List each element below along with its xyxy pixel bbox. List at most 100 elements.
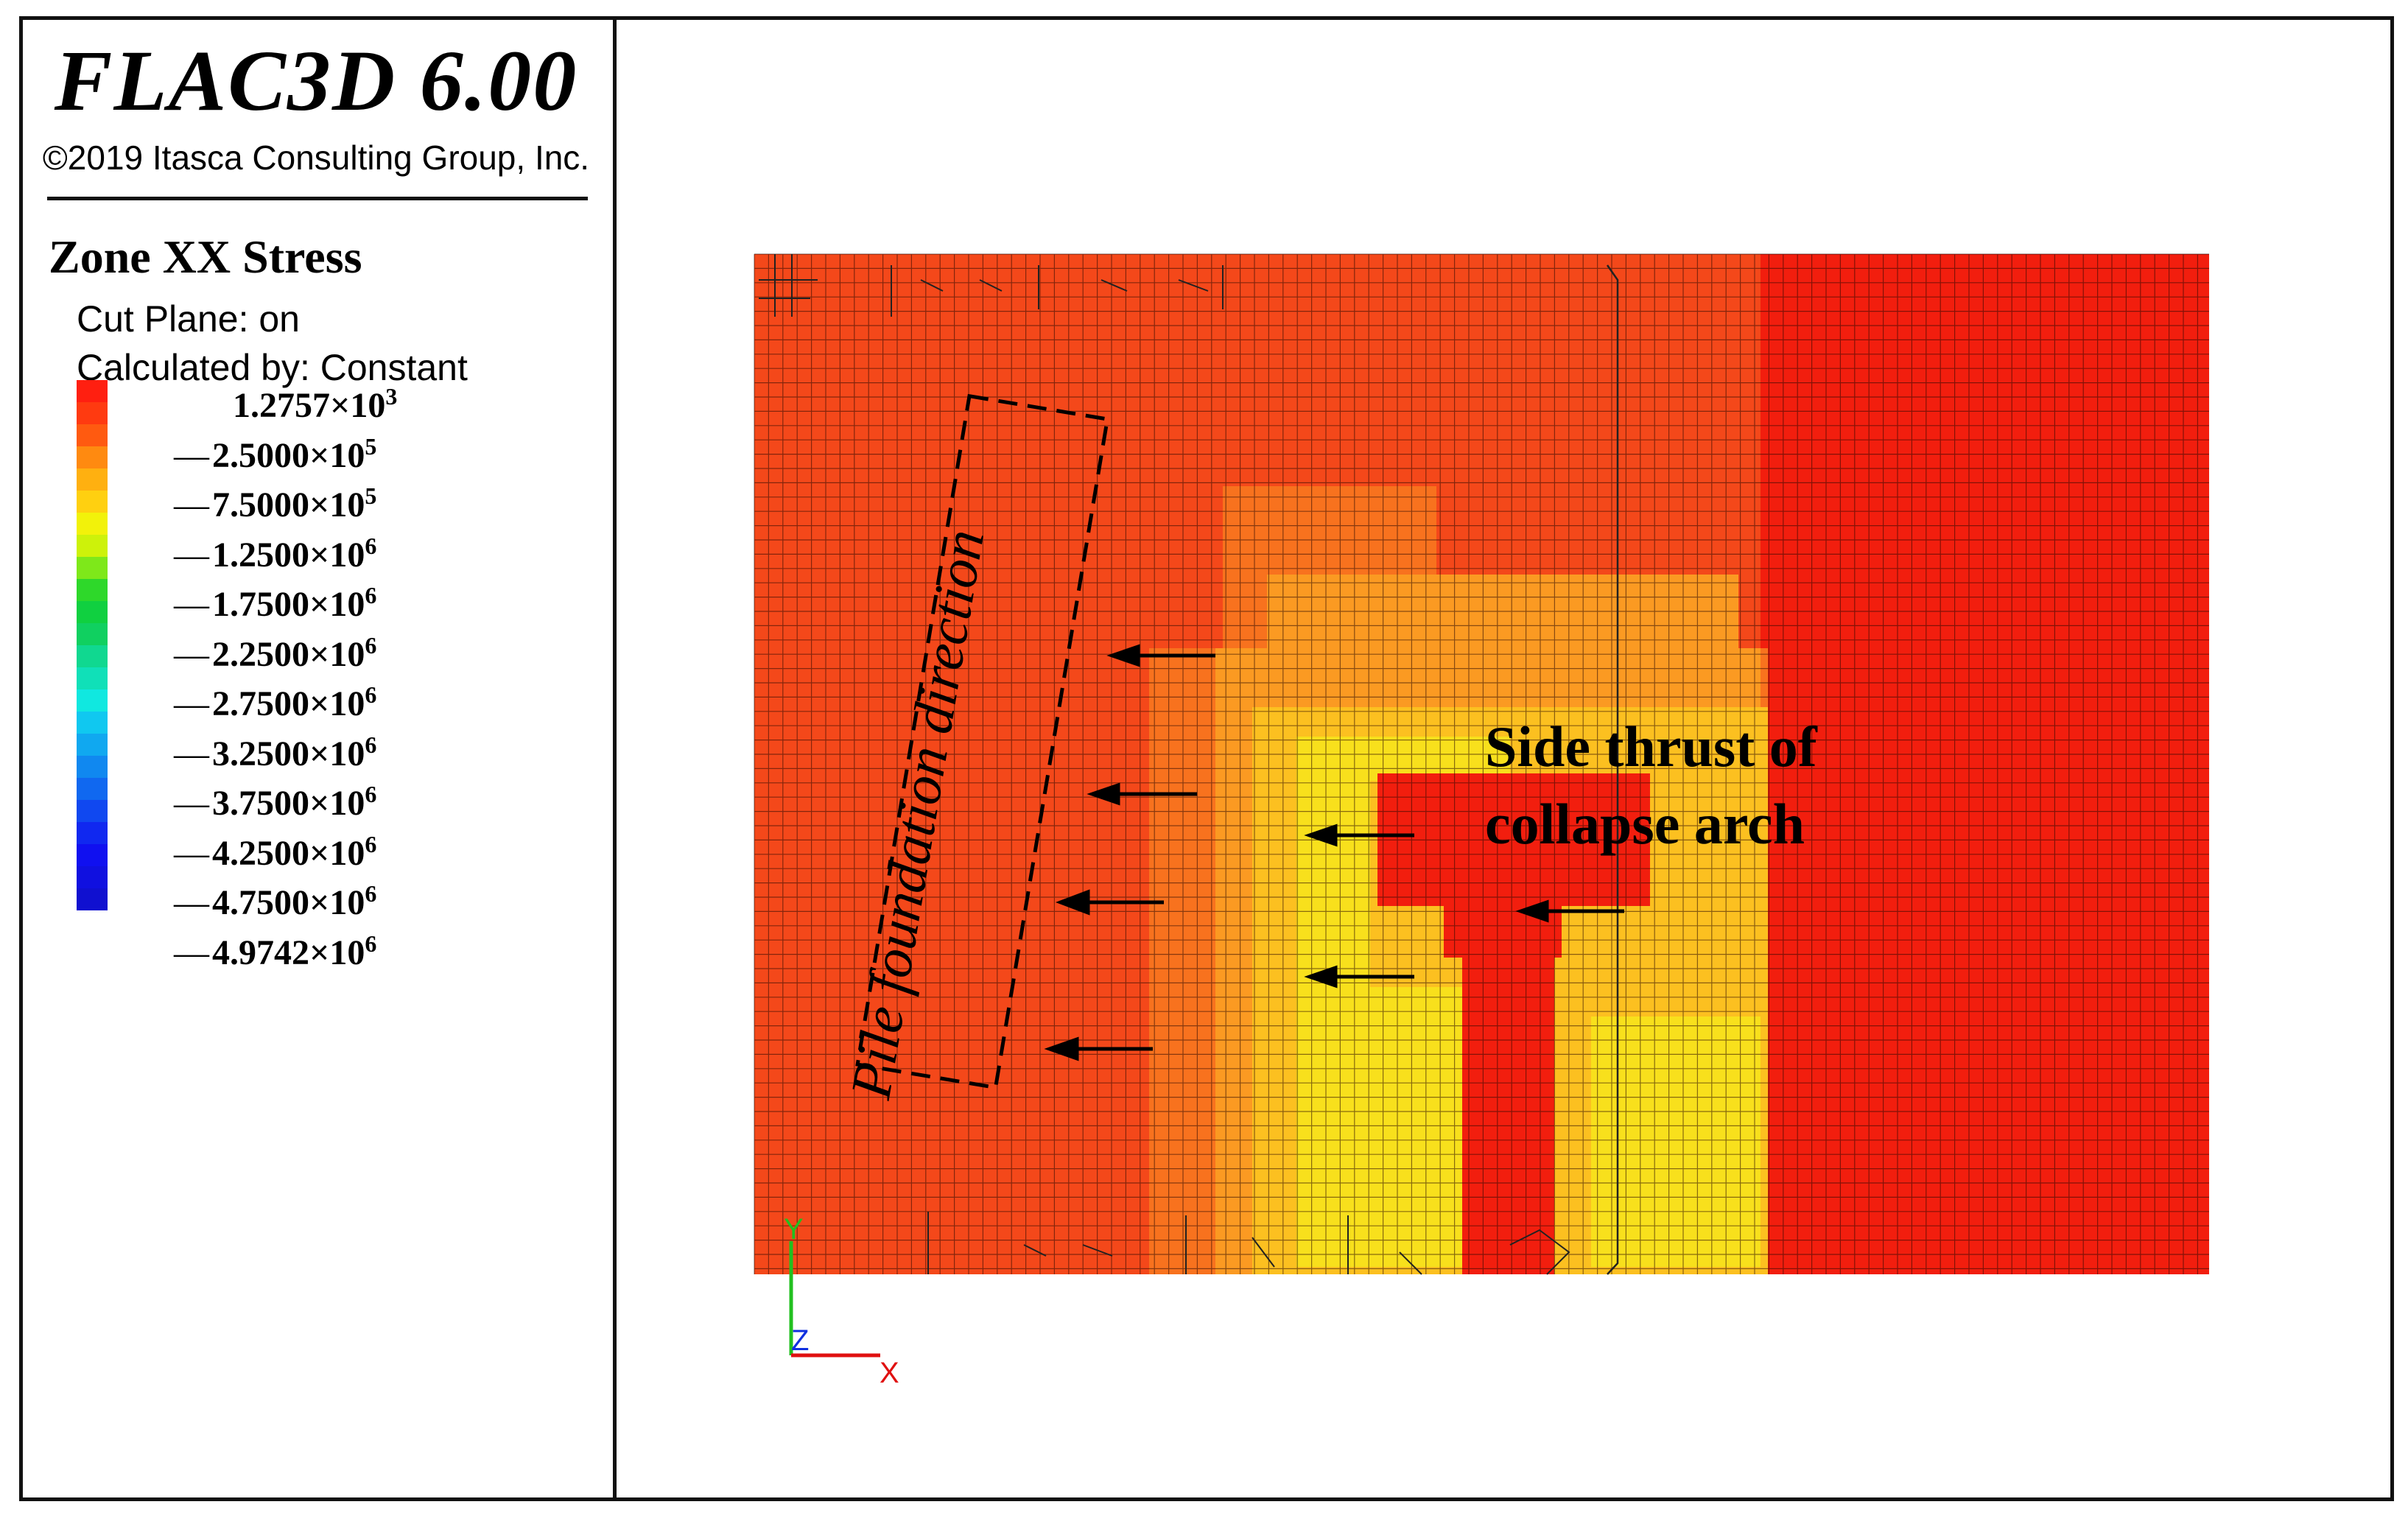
axes-triad: Y Z X <box>784 1213 899 1389</box>
legend-entry: —2.5000×105 <box>174 433 376 476</box>
color-swatch <box>77 535 108 557</box>
cut-plane-text: Cut Plane: on <box>77 298 300 340</box>
legend-value: 1.2500×10 <box>212 535 365 575</box>
color-swatch <box>77 800 108 822</box>
legend-tick: — <box>174 585 209 624</box>
x-axis-label: X <box>880 1357 899 1389</box>
color-swatch <box>77 468 108 491</box>
legend-entry: —7.5000×105 <box>174 482 376 525</box>
color-swatch <box>77 402 108 424</box>
legend-entry: —1.7500×106 <box>174 582 376 625</box>
legend-exponent: 6 <box>365 880 377 907</box>
mesh-features-bottom <box>927 1212 1570 1275</box>
legend-exponent: 6 <box>365 582 377 608</box>
legend-value: 7.5000×10 <box>212 485 365 524</box>
color-swatch <box>77 557 108 579</box>
legend-exponent: 6 <box>365 930 377 957</box>
color-swatch <box>77 645 108 667</box>
zone-right-band <box>1761 254 2209 1274</box>
color-swatch <box>77 424 108 446</box>
legend-entry: —1.2500×106 <box>174 533 376 575</box>
mesh-details <box>759 254 1619 1275</box>
legend-entry: —2.7500×106 <box>174 681 376 724</box>
legend-exponent: 6 <box>365 631 377 659</box>
z-axis-label: Z <box>791 1324 809 1357</box>
legend-rule <box>47 197 588 200</box>
thrust-label-line1: Side thrust of <box>1485 714 1818 779</box>
y-axis-label: Y <box>784 1213 804 1246</box>
plot-item-name: Zone XX Stress <box>49 231 362 283</box>
legend-tick: — <box>174 883 209 922</box>
color-swatch <box>77 491 108 513</box>
legend-exponent: 3 <box>385 383 398 410</box>
color-swatch <box>77 756 108 778</box>
color-swatch <box>77 822 108 844</box>
color-swatch <box>77 888 108 910</box>
arrow <box>1304 824 1414 847</box>
legend-entry: —4.7500×106 <box>174 880 376 923</box>
arrow <box>1087 782 1197 806</box>
legend-exponent: 6 <box>365 830 377 857</box>
legend-value: 2.5000×10 <box>212 435 365 475</box>
legend-value: 4.7500×10 <box>212 883 365 922</box>
arrow <box>1044 1036 1153 1061</box>
legend-tick: — <box>174 684 209 723</box>
legend-exponent: 6 <box>365 731 377 758</box>
color-swatch <box>77 778 108 800</box>
legend-exponent: 6 <box>365 781 377 807</box>
color-swatch <box>77 667 108 689</box>
mesh-grid <box>754 253 2209 1274</box>
color-swatch <box>77 734 108 756</box>
legend-exponent: 6 <box>365 681 377 708</box>
color-swatch <box>77 380 108 402</box>
color-swatch <box>77 712 108 734</box>
arrow <box>1106 644 1215 667</box>
color-swatch <box>77 689 108 712</box>
legend-value: 4.2500×10 <box>212 833 365 873</box>
legend-tick: — <box>174 535 209 575</box>
legend-value: 2.7500×10 <box>212 684 365 723</box>
legend-entry: —4.9742×106 <box>174 930 376 973</box>
legend-entry: —2.2500×106 <box>174 632 376 675</box>
copyright-text: ©2019 Itasca Consulting Group, Inc. <box>42 138 590 177</box>
legend-entry: —3.7500×106 <box>174 781 376 824</box>
legend-tick: — <box>174 933 209 972</box>
legend-tick: — <box>174 734 209 773</box>
zone-yellow-right <box>1591 1016 1761 1267</box>
color-scale <box>77 380 108 910</box>
color-swatch <box>77 446 108 468</box>
arrow <box>1304 965 1414 989</box>
stress-contour-zones <box>754 254 2209 1274</box>
legend-entry: —3.2500×106 <box>174 731 376 774</box>
color-swatch <box>77 579 108 601</box>
color-swatch <box>77 513 108 535</box>
legend-tick: — <box>174 833 209 873</box>
calculated-by-text: Calculated by: Constant <box>77 347 468 388</box>
panel-divider <box>613 16 617 1501</box>
legend-value: 3.2500×10 <box>212 734 365 773</box>
app-title: FLAC3D 6.00 <box>54 32 578 129</box>
mesh-features-top <box>759 254 1224 317</box>
legend-value: 1.2757×10 <box>233 386 386 425</box>
legend-exponent: 5 <box>365 432 377 460</box>
legend-panel: FLAC3D 6.00 ©2019 Itasca Consulting Grou… <box>19 16 613 1501</box>
color-swatch <box>77 844 108 866</box>
thrust-arrows <box>1044 644 1624 1061</box>
color-swatch <box>77 623 108 645</box>
structure-line <box>1606 264 1619 1275</box>
legend-exponent: 6 <box>365 532 377 559</box>
legend-entry: 1.2757×103 <box>233 383 397 426</box>
legend-tick: — <box>174 784 209 823</box>
legend-exponent: 5 <box>365 482 377 509</box>
legend-entry: —4.2500×106 <box>174 831 376 874</box>
legend-tick: — <box>174 485 209 524</box>
legend-value: 2.2500×10 <box>212 634 365 674</box>
color-swatch <box>77 601 108 623</box>
legend-tick: — <box>174 435 209 475</box>
zone-red-column <box>1462 913 1554 1274</box>
mesh-lines <box>754 253 2209 1274</box>
arrow <box>1055 889 1164 916</box>
arrow <box>1515 899 1624 923</box>
legend-tick: — <box>174 634 209 674</box>
